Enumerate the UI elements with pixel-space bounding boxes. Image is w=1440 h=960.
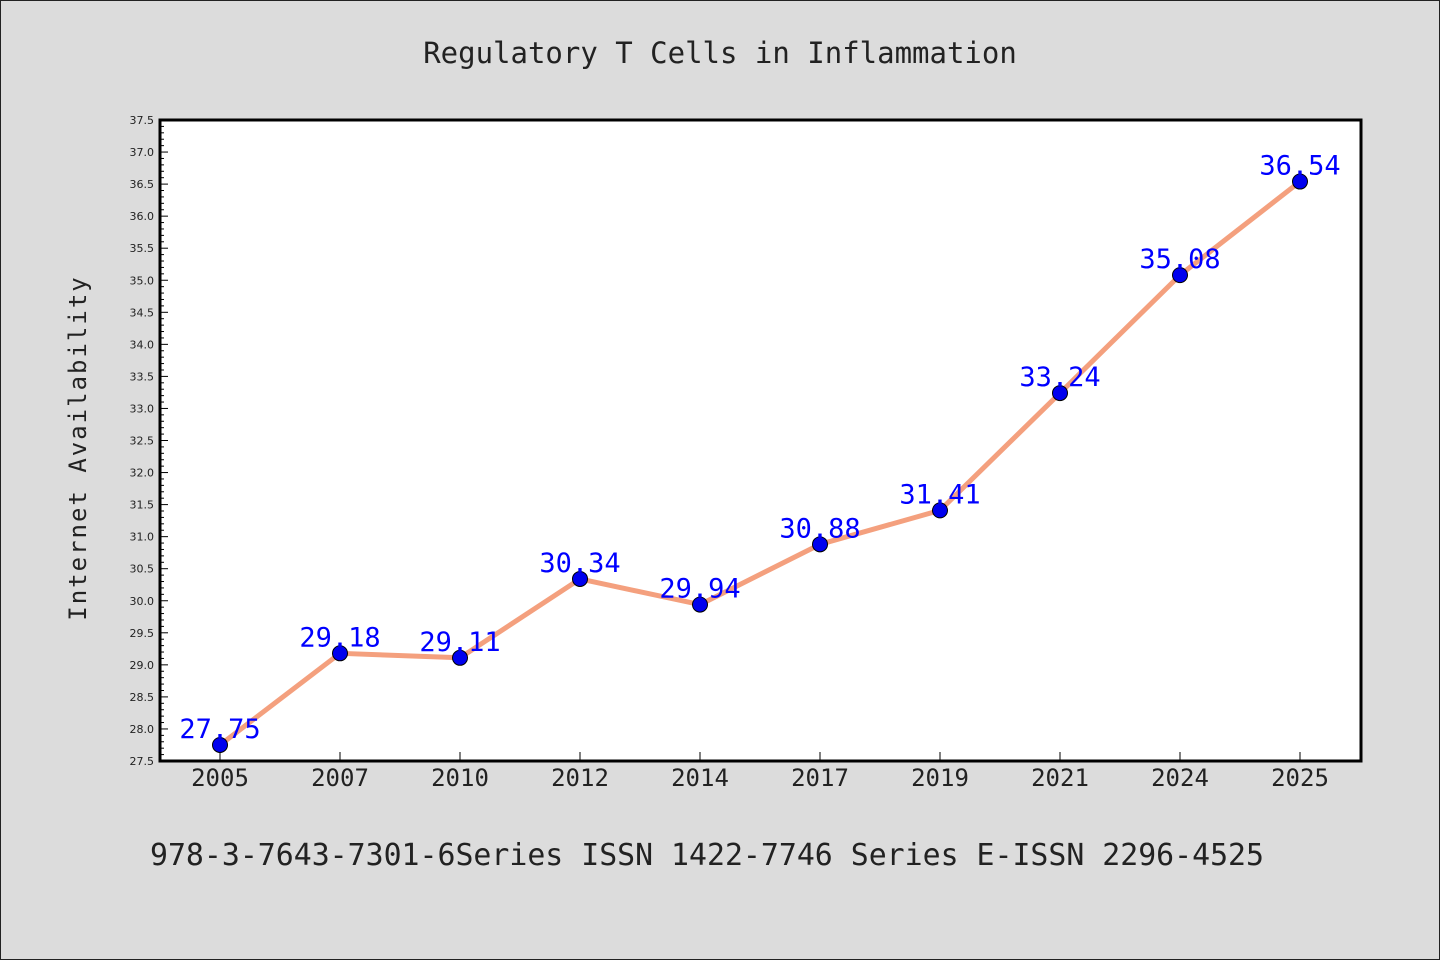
y-tick-label: 31.0 [130, 531, 155, 544]
data-point [572, 570, 588, 587]
y-tick-label: 28.0 [130, 723, 155, 736]
x-tick-label: 2010 [431, 764, 489, 792]
x-tick-label: 2019 [911, 764, 969, 792]
y-tick-label: 33.5 [130, 370, 155, 383]
data-label: 30.34 [539, 548, 620, 579]
data-point [452, 649, 468, 666]
y-tick-label: 30.0 [130, 595, 155, 608]
chart-title: Regulatory T Cells in Inflammation [423, 36, 1017, 70]
y-tick-label: 33.0 [130, 402, 155, 415]
y-tick-label: 28.5 [130, 691, 155, 704]
data-label: 29.11 [419, 627, 500, 658]
series-line [217, 179, 1303, 748]
data-point [332, 645, 348, 662]
y-tick-label: 32.0 [130, 467, 155, 480]
x-tick-label: 2025 [1271, 764, 1329, 792]
x-tick-label: 2007 [311, 764, 369, 792]
y-tick-label: 35.5 [130, 242, 155, 255]
y-tick-label: 30.5 [130, 563, 155, 576]
y-tick-label: 34.0 [130, 338, 155, 351]
data-label: 29.18 [299, 622, 380, 653]
data-labels: 27.75 29.18 29.11 30.34 29.94 30.88 31.41 33.24… [179, 151, 1340, 745]
data-point [1052, 385, 1068, 402]
data-label: 29.94 [659, 574, 740, 605]
data-point [692, 596, 708, 613]
data-label: 36.54 [1259, 151, 1340, 182]
x-tick-label: 2024 [1151, 764, 1209, 792]
x-axis: 2005 2007 2010 2012 2014 2017 2019 2021 2024 2025 [191, 752, 1329, 792]
footer-text: 978-3-7643-7301-6Series ISSN 1422-7746 S… [150, 838, 1264, 873]
y-tick-label: 37.5 [130, 114, 155, 127]
x-tick-label: 2012 [551, 764, 609, 792]
y-tick-label: 31.5 [130, 499, 155, 512]
y-axis: 27.5 28.0 28.5 29.0 29.5 30.0 30.5 31.0 31.5 32.0… [130, 114, 168, 768]
data-label: 35.08 [1139, 244, 1220, 275]
y-tick-label: 36.0 [130, 210, 155, 223]
y-tick-label: 29.5 [130, 627, 155, 640]
y-tick-label: 34.5 [130, 306, 155, 319]
data-label: 31.41 [899, 479, 980, 510]
x-tick-label: 2005 [191, 764, 249, 792]
x-tick-label: 2017 [791, 764, 849, 792]
plot-area [160, 120, 1361, 761]
data-label: 30.88 [779, 513, 860, 544]
y-tick-label: 35.0 [130, 274, 155, 287]
x-tick-label: 2014 [671, 764, 729, 792]
data-point [812, 536, 828, 553]
y-tick-label: 37.0 [130, 146, 155, 159]
data-point [212, 736, 228, 753]
plot-border [158, 118, 1363, 763]
data-label: 33.24 [1019, 362, 1100, 393]
y-tick-label: 27.5 [130, 755, 155, 768]
y-tick-label: 32.5 [130, 435, 155, 448]
y-axis-label: Internet Availability [64, 275, 92, 620]
data-point [932, 502, 948, 519]
x-tick-label: 2021 [1031, 764, 1089, 792]
data-point [1172, 267, 1188, 284]
y-tick-label: 36.5 [130, 178, 155, 191]
y-tick-label: 29.0 [130, 659, 155, 672]
data-label: 27.75 [179, 714, 260, 745]
data-point [1292, 173, 1308, 190]
data-markers [212, 173, 1308, 753]
